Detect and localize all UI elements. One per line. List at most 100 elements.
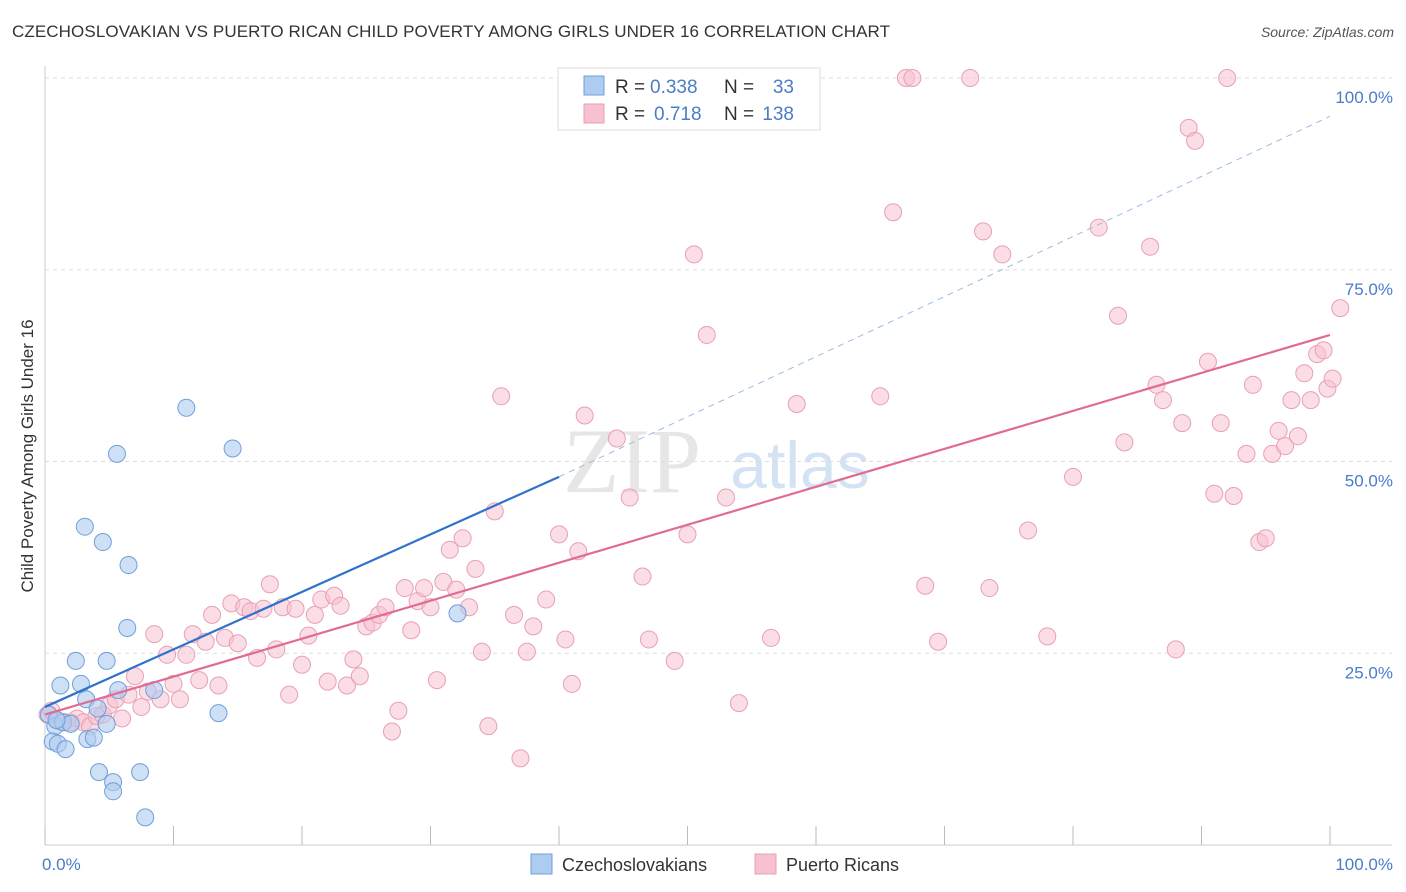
puerto-rican-point <box>402 621 421 640</box>
puerto-ricans-trend-line <box>44 333 1331 716</box>
gridlines <box>45 77 1392 654</box>
puerto-rican-point <box>1331 299 1350 318</box>
puerto-rican-point <box>395 579 414 598</box>
puerto-rican-point <box>280 685 299 704</box>
watermark-atlas: atlas <box>730 428 869 502</box>
puerto-rican-point <box>1115 433 1134 452</box>
czechoslovakians-trend-extension <box>558 115 1331 478</box>
x-tick-label: 0.0% <box>42 855 81 874</box>
puerto-rican-point <box>550 525 568 544</box>
puerto-rican-point <box>427 671 446 690</box>
puerto-rican-point <box>524 617 543 636</box>
puerto-rican-point <box>305 605 324 624</box>
y-tick-label: 50.0% <box>1345 472 1393 491</box>
czechoslovakian-point <box>97 714 116 733</box>
chart-title: CZECHOSLOVAKIAN VS PUERTO RICAN CHILD PO… <box>12 22 891 41</box>
puerto-rican-point <box>1173 414 1192 433</box>
puerto-rican-point <box>318 672 337 691</box>
x-tick-label: 100.0% <box>1335 855 1393 874</box>
r-value: 0.718 <box>654 104 702 125</box>
puerto-rican-point <box>331 596 350 615</box>
czechoslovakian-point <box>131 763 150 782</box>
r-value: 0.338 <box>650 77 698 98</box>
puerto-rican-point <box>209 676 228 695</box>
puerto-rican-point <box>787 394 806 413</box>
puerto-rican-point <box>1256 529 1275 548</box>
czechoslovakians-trend-line <box>44 475 560 708</box>
czechoslovakian-point <box>75 517 94 536</box>
puerto-rican-point <box>1153 391 1172 410</box>
puerto-rican-point <box>678 525 697 544</box>
puerto-rican-point <box>729 694 748 713</box>
czechoslovakian-point <box>448 604 467 623</box>
puerto-rican-point <box>1301 391 1320 410</box>
czechoslovakian-point <box>93 533 112 552</box>
puerto-rican-point <box>1288 427 1307 446</box>
puerto-rican-point <box>961 69 980 87</box>
r-label: R = <box>615 77 645 98</box>
czechoslovakian-point <box>88 699 107 718</box>
czechoslovakian-point <box>56 740 75 759</box>
puerto-rican-point <box>1243 375 1262 394</box>
stats-legend-box: R = 0.338 N = 33 R = 0.718 N = 138 <box>557 67 821 131</box>
puerto-rican-point <box>203 605 222 624</box>
puerto-rican-point <box>440 540 459 559</box>
legend-label-puerto-ricans: Puerto Ricans <box>786 855 899 875</box>
n-value: 33 <box>773 77 794 98</box>
czechoslovakian-point <box>119 556 138 575</box>
puerto-rican-point <box>1141 237 1160 256</box>
czechoslovakian-point <box>136 808 155 827</box>
puerto-rican-point <box>505 605 524 624</box>
n-label: N = <box>724 104 754 125</box>
puerto-rican-point <box>1295 364 1314 383</box>
czechoslovakian-point <box>104 782 123 801</box>
puerto-rican-point <box>916 576 935 595</box>
puerto-rican-point <box>1323 369 1342 388</box>
czechoslovakian-point <box>97 651 116 670</box>
puerto-rican-point <box>260 575 279 594</box>
blue-swatch <box>583 75 605 96</box>
y-axis-title: Child Poverty Among Girls Under 16 <box>18 319 37 592</box>
puerto-rican-point <box>974 222 993 241</box>
puerto-rican-point <box>337 676 356 695</box>
pink-swatch <box>583 103 605 124</box>
puerto-rican-point <box>293 655 311 674</box>
puerto-rican-point <box>980 579 999 598</box>
czechoslovakian-point <box>84 728 103 747</box>
y-tick-label: 25.0% <box>1345 663 1393 682</box>
puerto-rican-point <box>1276 437 1295 456</box>
puerto-rican-point <box>145 625 164 644</box>
puerto-rican-point <box>1269 421 1288 440</box>
puerto-rican-point <box>479 717 498 736</box>
y-tick-label: 75.0% <box>1345 280 1393 299</box>
czechoslovakian-point <box>107 444 126 463</box>
czechoslovakian-point <box>118 618 137 637</box>
puerto-rican-point <box>453 529 472 548</box>
puerto-rican-point <box>1186 131 1205 150</box>
puerto-rican-point <box>389 701 408 720</box>
puerto-rican-point <box>376 598 395 617</box>
chart-source: Source: ZipAtlas.com <box>1260 24 1394 40</box>
puerto-rican-point <box>466 559 485 578</box>
czechoslovakian-point <box>223 439 242 458</box>
y-tick-label: 100.0% <box>1335 88 1393 107</box>
puerto-rican-point <box>993 245 1012 264</box>
r-label: R = <box>615 104 645 125</box>
puerto-rican-point <box>620 488 639 507</box>
puerto-rican-point <box>164 674 183 693</box>
puerto-rican-point <box>607 429 626 448</box>
puerto-rican-point <box>1108 306 1127 325</box>
puerto-rican-point <box>929 632 948 651</box>
czechoslovakian-point <box>209 704 228 723</box>
puerto-rican-point <box>1038 627 1057 646</box>
axes <box>44 66 1392 846</box>
puerto-rican-point <box>575 406 594 425</box>
puerto-rican-point <box>1282 391 1301 410</box>
puerto-rican-point <box>190 671 209 690</box>
puerto-rican-point <box>1224 487 1243 506</box>
trend-lines <box>44 115 1331 716</box>
puerto-rican-point <box>639 630 658 649</box>
puerto-rican-point <box>1089 218 1108 237</box>
puerto-rican-point <box>762 628 781 647</box>
